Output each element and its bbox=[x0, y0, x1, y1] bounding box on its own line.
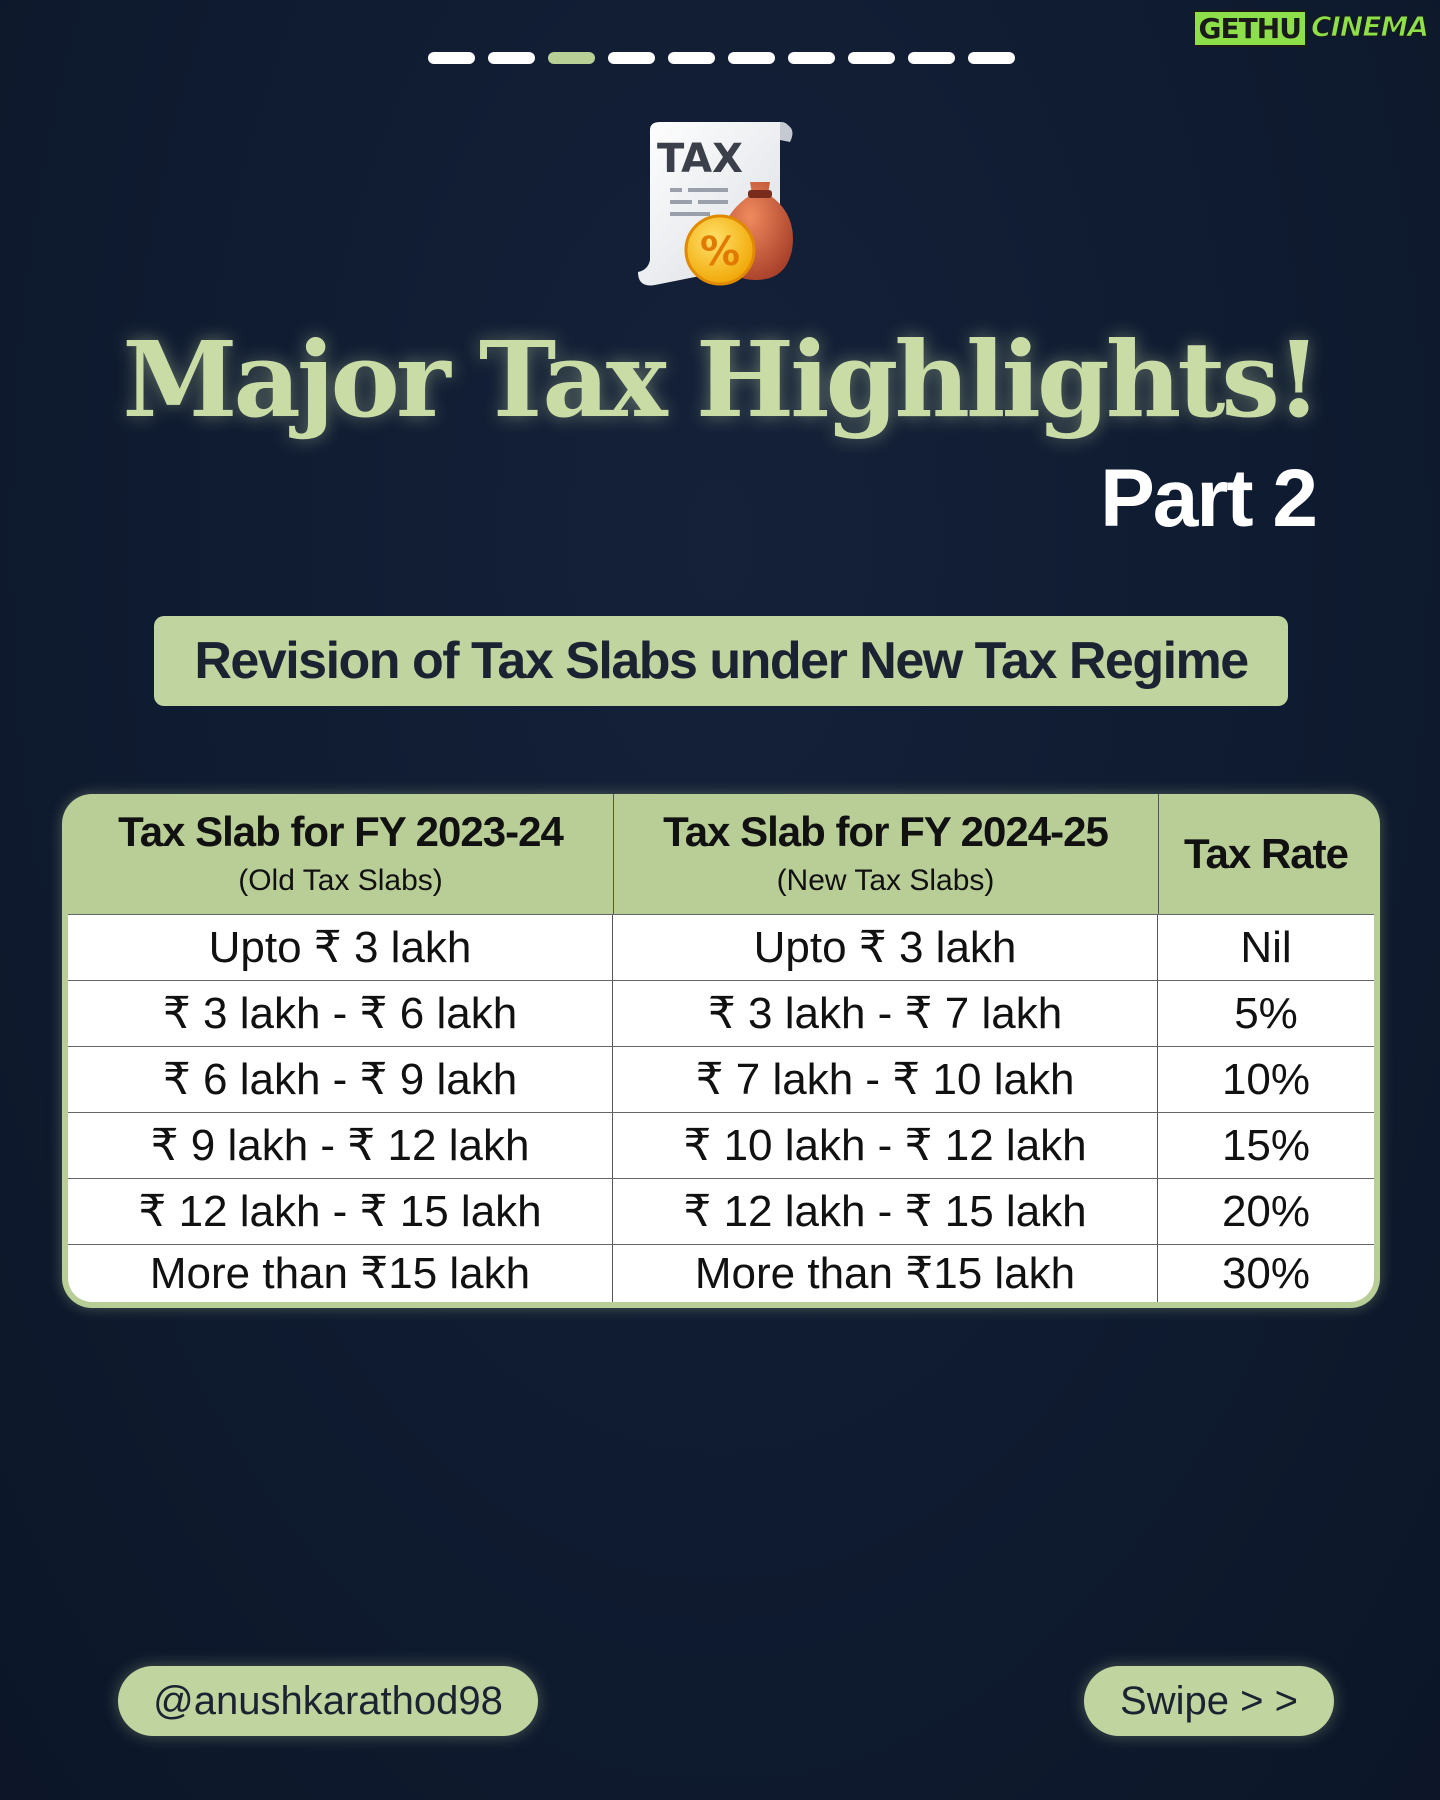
part-label: Part 2 bbox=[1100, 453, 1318, 544]
cell-tax-rate: 10% bbox=[1221, 1054, 1311, 1104]
header-old-slab: Tax Slab for FY 2023-24 (Old Tax Slabs) bbox=[68, 794, 614, 914]
table-row: Upto ₹ 3 lakh Upto ₹ 3 lakh Nil bbox=[68, 914, 1374, 980]
table-body: Upto ₹ 3 lakh Upto ₹ 3 lakh Nil ₹ 3 lakh… bbox=[68, 914, 1374, 1302]
header-tax-rate-title: Tax Rate bbox=[1184, 830, 1349, 877]
page-title: Major Tax Highlights! bbox=[122, 318, 1321, 441]
author-handle-button[interactable]: @anushkarathod98 bbox=[118, 1666, 538, 1736]
cell-tax-rate: Nil bbox=[1240, 922, 1292, 972]
header-new-slab-title: Tax Slab for FY 2024-25 bbox=[663, 808, 1109, 855]
table-row: More than ₹15 lakh More than ₹15 lakh 30… bbox=[68, 1244, 1374, 1302]
cell-new-slab: ₹ 3 lakh - ₹ 7 lakh bbox=[613, 981, 1158, 1046]
cell-new-slab: ₹ 7 lakh - ₹ 10 lakh bbox=[613, 1047, 1158, 1112]
percent-badge: % bbox=[700, 229, 740, 275]
cell-tax-rate: 30% bbox=[1221, 1248, 1311, 1298]
watermark-logo: GETHU CINEMA bbox=[1192, 10, 1432, 47]
cell-old-slab: ₹ 6 lakh - ₹ 9 lakh bbox=[68, 1047, 613, 1112]
table-row: ₹ 6 lakh - ₹ 9 lakh ₹ 7 lakh - ₹ 10 lakh… bbox=[68, 1046, 1374, 1112]
header-tax-rate: Tax Rate bbox=[1158, 794, 1374, 914]
page-dot-5[interactable] bbox=[668, 52, 715, 64]
page-dot-6[interactable] bbox=[728, 52, 775, 64]
cell-new-slab: Upto ₹ 3 lakh bbox=[613, 915, 1158, 980]
cell-new-slab: ₹ 12 lakh - ₹ 15 lakh bbox=[613, 1179, 1158, 1244]
table-row: ₹ 3 lakh - ₹ 6 lakh ₹ 3 lakh - ₹ 7 lakh … bbox=[68, 980, 1374, 1046]
page-dot-7[interactable] bbox=[788, 52, 835, 64]
header-new-slab-sub: (New Tax Slabs) bbox=[776, 864, 995, 897]
tax-slab-table: Tax Slab for FY 2023-24 (Old Tax Slabs) … bbox=[62, 794, 1380, 1308]
cell-old-slab: ₹ 3 lakh - ₹ 6 lakh bbox=[68, 981, 613, 1046]
page-dot-1[interactable] bbox=[428, 52, 475, 64]
header-old-slab-title: Tax Slab for FY 2023-24 bbox=[118, 808, 564, 855]
cell-old-slab: ₹ 12 lakh - ₹ 15 lakh bbox=[68, 1179, 613, 1244]
swipe-next-button[interactable]: Swipe > > bbox=[1084, 1666, 1334, 1736]
cell-tax-rate: 15% bbox=[1221, 1120, 1311, 1170]
cell-new-slab: More than ₹15 lakh bbox=[613, 1245, 1158, 1302]
section-heading: Revision of Tax Slabs under New Tax Regi… bbox=[154, 616, 1288, 706]
cell-new-slab: ₹ 10 lakh - ₹ 12 lakh bbox=[613, 1113, 1158, 1178]
table-header: Tax Slab for FY 2023-24 (Old Tax Slabs) … bbox=[62, 794, 1380, 914]
header-new-slab: Tax Slab for FY 2024-25 (New Tax Slabs) bbox=[613, 794, 1159, 914]
table-row: ₹ 9 lakh - ₹ 12 lakh ₹ 10 lakh - ₹ 12 la… bbox=[68, 1112, 1374, 1178]
cell-tax-rate: 20% bbox=[1221, 1186, 1311, 1236]
tax-receipt-icon: TAX % bbox=[638, 122, 793, 286]
table-row: ₹ 12 lakh - ₹ 15 lakh ₹ 12 lakh - ₹ 15 l… bbox=[68, 1178, 1374, 1244]
cell-old-slab: Upto ₹ 3 lakh bbox=[68, 915, 613, 980]
cell-tax-rate: 5% bbox=[1234, 988, 1298, 1038]
cell-old-slab: More than ₹15 lakh bbox=[68, 1245, 613, 1302]
page-dot-9[interactable] bbox=[908, 52, 955, 64]
cell-old-slab: ₹ 9 lakh - ₹ 12 lakh bbox=[68, 1113, 613, 1178]
page-dot-4[interactable] bbox=[608, 52, 655, 64]
page-dot-3-active[interactable] bbox=[548, 52, 595, 64]
page-dot-10[interactable] bbox=[968, 52, 1015, 64]
tax-icon-label: TAX bbox=[657, 136, 743, 182]
watermark-part2: CINEMA bbox=[1310, 10, 1429, 44]
watermark-part1: GETHU bbox=[1192, 10, 1307, 47]
page-dot-2[interactable] bbox=[488, 52, 535, 64]
header-old-slab-sub: (Old Tax Slabs) bbox=[238, 864, 443, 897]
page-dot-8[interactable] bbox=[848, 52, 895, 64]
pagination-dots bbox=[428, 52, 1015, 64]
